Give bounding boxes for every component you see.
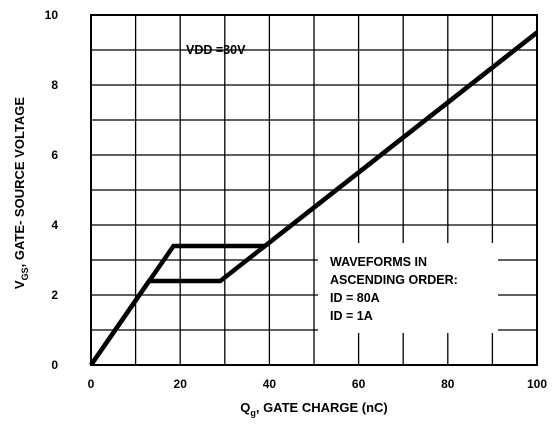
x-tick-label: 100 xyxy=(527,377,547,391)
plot-frame xyxy=(90,14,538,366)
vdd-annotation: VDD =30V xyxy=(186,43,246,57)
x-tick-label: 80 xyxy=(441,377,455,391)
legend-line-1: WAVEFORMS IN xyxy=(330,255,427,269)
legend-line-3: ID = 80A xyxy=(330,291,380,305)
y-tick-labels: 0 2 4 6 8 10 xyxy=(45,8,59,372)
x-tick-labels: 0 20 40 60 80 100 xyxy=(88,377,548,391)
legend-line-2: ASCENDING ORDER: xyxy=(330,273,458,287)
x-tick-label: 60 xyxy=(352,377,366,391)
series-line-2 xyxy=(89,30,539,367)
y-tick-label: 0 xyxy=(51,358,58,372)
x-tick-label: 0 xyxy=(88,377,95,391)
y-axis-title: VGS, GATE- SOURCE VOLTAGE xyxy=(12,97,30,289)
y-tick-label: 2 xyxy=(51,288,58,302)
y-tick-label: 8 xyxy=(51,78,58,92)
x-tick-label: 40 xyxy=(263,377,277,391)
y-tick-label: 6 xyxy=(51,148,58,162)
y-tick-label: 10 xyxy=(45,8,59,22)
series-lines xyxy=(89,30,539,367)
x-tick-label: 20 xyxy=(174,377,188,391)
x-axis-title: Qg, GATE CHARGE (nC) xyxy=(240,400,388,418)
legend-line-4: ID = 1A xyxy=(330,309,373,323)
y-tick-label: 4 xyxy=(51,218,58,232)
legend-box xyxy=(318,243,498,333)
